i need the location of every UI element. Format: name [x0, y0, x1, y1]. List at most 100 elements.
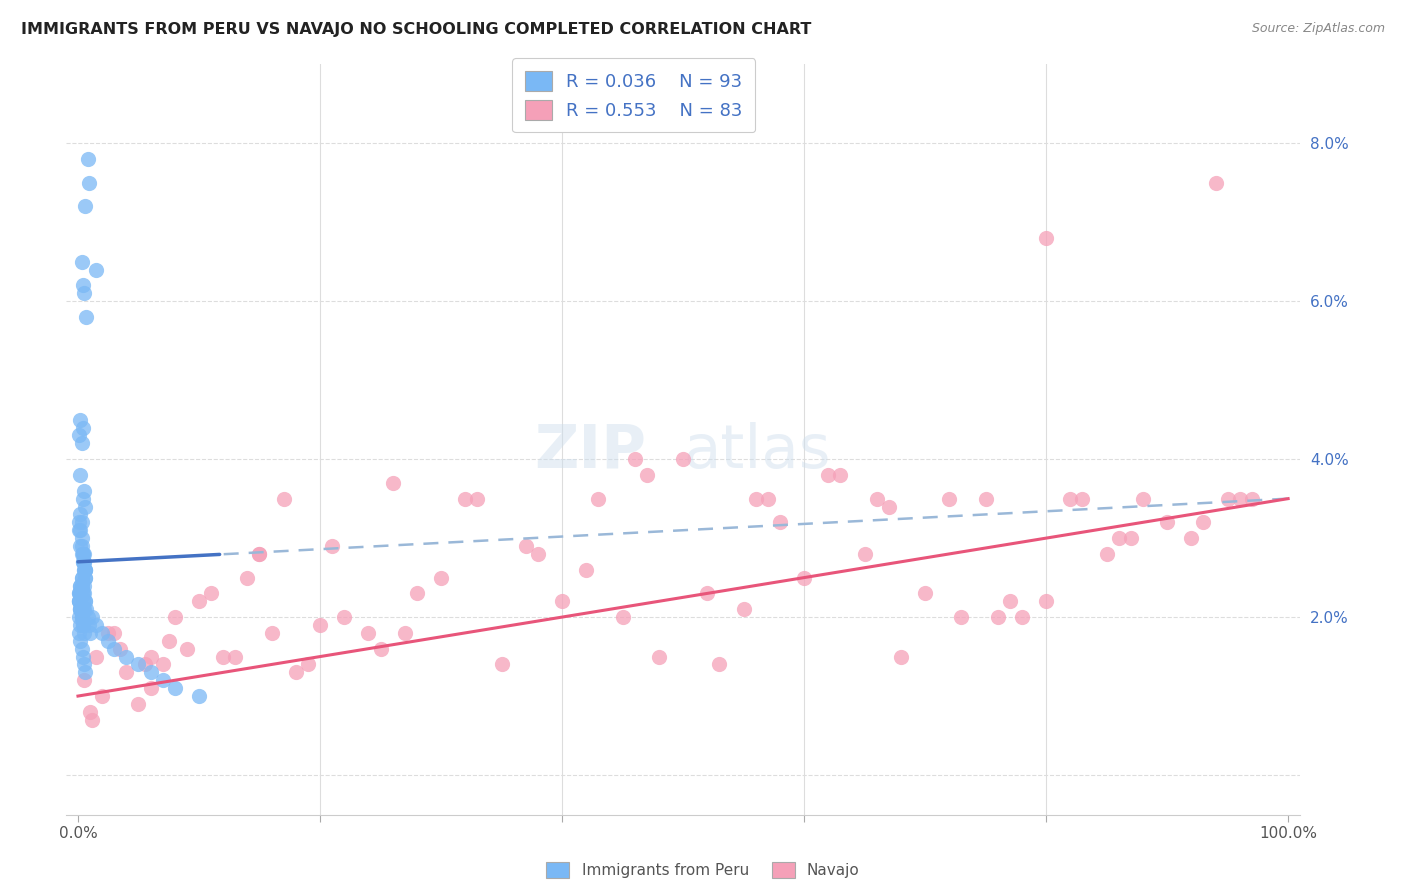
Point	[756, 491, 779, 506]
Point	[91, 626, 114, 640]
Point	[75, 571, 97, 585]
Point	[103, 641, 125, 656]
Point	[793, 571, 815, 585]
Point	[67, 594, 90, 608]
Point	[82, 713, 104, 727]
Point	[430, 571, 453, 585]
Point	[73, 286, 96, 301]
Point	[333, 610, 356, 624]
Point	[1035, 231, 1057, 245]
Point	[157, 633, 180, 648]
Point	[67, 586, 90, 600]
Point	[249, 547, 271, 561]
Point	[72, 547, 94, 561]
Point	[877, 500, 900, 514]
Point	[249, 547, 271, 561]
Point	[1240, 491, 1263, 506]
Point	[134, 657, 156, 672]
Point	[163, 681, 186, 695]
Point	[69, 467, 91, 482]
Point	[454, 491, 477, 506]
Point	[70, 539, 93, 553]
Point	[1192, 516, 1215, 530]
Point	[72, 649, 94, 664]
Point	[127, 657, 149, 672]
Point	[91, 689, 114, 703]
Point	[1011, 610, 1033, 624]
Point	[236, 571, 259, 585]
Point	[110, 641, 132, 656]
Point	[70, 610, 93, 624]
Point	[73, 602, 96, 616]
Point	[69, 602, 91, 616]
Point	[612, 610, 634, 624]
Point	[75, 199, 97, 213]
Point	[115, 649, 138, 664]
Point	[73, 657, 96, 672]
Point	[76, 152, 98, 166]
Point	[853, 547, 876, 561]
Point	[672, 452, 695, 467]
Point	[73, 563, 96, 577]
Point	[79, 705, 101, 719]
Point	[76, 610, 98, 624]
Point	[75, 665, 97, 680]
Point	[163, 610, 186, 624]
Point	[72, 586, 94, 600]
Point	[1095, 547, 1118, 561]
Point	[70, 516, 93, 530]
Point	[188, 689, 211, 703]
Point	[830, 467, 852, 482]
Point	[70, 531, 93, 545]
Point	[69, 602, 91, 616]
Point	[69, 602, 91, 616]
Point	[394, 626, 416, 640]
Point	[69, 586, 91, 600]
Point	[77, 618, 100, 632]
Point	[73, 555, 96, 569]
Point	[152, 657, 174, 672]
Point	[69, 578, 91, 592]
Point	[82, 610, 104, 624]
Point	[212, 649, 235, 664]
Point	[72, 602, 94, 616]
Point	[70, 586, 93, 600]
Point	[1108, 531, 1130, 545]
Point	[987, 610, 1010, 624]
Text: ZIP: ZIP	[534, 422, 647, 481]
Point	[72, 555, 94, 569]
Point	[70, 610, 93, 624]
Point	[75, 594, 97, 608]
Point	[73, 483, 96, 498]
Point	[73, 547, 96, 561]
Point	[72, 594, 94, 608]
Legend: Immigrants from Peru, Navajo: Immigrants from Peru, Navajo	[540, 856, 866, 884]
Point	[69, 508, 91, 522]
Point	[890, 649, 912, 664]
Point	[72, 555, 94, 569]
Point	[938, 491, 960, 506]
Point	[73, 555, 96, 569]
Point	[127, 697, 149, 711]
Point	[465, 491, 488, 506]
Point	[75, 563, 97, 577]
Legend: R = 0.036    N = 93, R = 0.553    N = 83: R = 0.036 N = 93, R = 0.553 N = 83	[512, 58, 755, 132]
Point	[67, 594, 90, 608]
Text: IMMIGRANTS FROM PERU VS NAVAJO NO SCHOOLING COMPLETED CORRELATION CHART: IMMIGRANTS FROM PERU VS NAVAJO NO SCHOOL…	[21, 22, 811, 37]
Point	[817, 467, 839, 482]
Point	[75, 602, 97, 616]
Point	[79, 626, 101, 640]
Point	[139, 681, 162, 695]
Point	[1071, 491, 1094, 506]
Point	[515, 539, 537, 553]
Point	[188, 594, 211, 608]
Point	[103, 626, 125, 640]
Point	[405, 586, 427, 600]
Point	[84, 618, 107, 632]
Point	[370, 641, 392, 656]
Point	[70, 571, 93, 585]
Point	[152, 673, 174, 688]
Point	[974, 491, 997, 506]
Point	[70, 547, 93, 561]
Point	[284, 665, 307, 680]
